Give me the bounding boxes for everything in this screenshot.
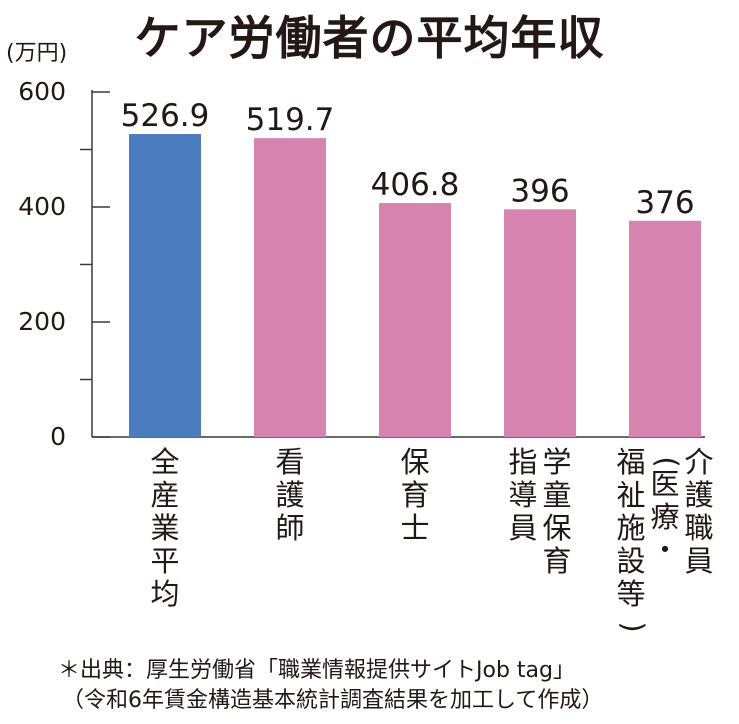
y-tick-label: 200 — [18, 307, 66, 336]
y-axis-unit-label: (万円) — [6, 41, 67, 66]
category-label-char: ・ — [650, 533, 679, 567]
category-label-char: 均 — [150, 577, 179, 611]
category-label-char: ( — [650, 456, 684, 467]
bar — [504, 209, 576, 437]
category-label-char: 設 — [616, 544, 645, 578]
category-label-char: 導 — [508, 478, 537, 512]
category-label-char: 福 — [616, 445, 645, 479]
category-label-char: 育 — [542, 544, 571, 578]
y-tick-label: 600 — [18, 77, 66, 106]
bar-value-label: 396 — [510, 173, 569, 209]
category-label-char: 全 — [150, 445, 179, 479]
category-label-char: 学 — [542, 445, 571, 479]
category-label-char: 指 — [508, 445, 537, 479]
category-label-char: 業 — [150, 511, 179, 545]
category-label-char: 平 — [150, 544, 179, 578]
category-label-char: 療 — [650, 500, 679, 534]
bar-value-label: 406.8 — [371, 167, 460, 203]
y-tick-label: 0 — [50, 422, 66, 451]
category-label-char: 童 — [542, 478, 571, 512]
bar-value-label: 519.7 — [246, 102, 335, 138]
category-label-char: 職 — [684, 511, 713, 545]
y-tick-label: 400 — [18, 192, 66, 221]
category-label-char: 看 — [275, 445, 304, 479]
category-label-char: 産 — [150, 478, 179, 512]
bar — [629, 220, 701, 437]
category-label-char: 等 — [616, 577, 645, 611]
category-label-char: 士 — [400, 511, 429, 545]
category-label-char: 護 — [275, 478, 304, 512]
category-label-char: 施 — [616, 511, 645, 545]
category-label-char: 師 — [275, 511, 304, 545]
chart-title: ケア労働者の平均年収 — [134, 11, 605, 65]
bar-value-label: 376 — [635, 185, 694, 221]
category-label-char: ) — [616, 621, 650, 632]
category-label-char: 保 — [400, 445, 429, 479]
category-label-char: 員 — [684, 544, 713, 578]
category-label-char: 育 — [400, 478, 429, 512]
category-label-char: 医 — [650, 467, 679, 501]
source-note: ＊出典：厚生労働省「職業情報提供サイトJob tag」 — [58, 658, 575, 683]
source-note-detail: （令和6年賃金構造基本統計調査結果を加工して作成） — [62, 688, 604, 713]
bar — [254, 138, 326, 438]
category-label-char: 祉 — [616, 478, 645, 512]
category-label-char: 介 — [684, 445, 713, 479]
category-label-char: 護 — [684, 478, 713, 512]
bar — [129, 134, 201, 437]
category-label-char: 保 — [542, 511, 571, 545]
bar-value-label: 526.9 — [121, 98, 210, 134]
bar — [379, 203, 451, 437]
category-label-char: 員 — [508, 511, 537, 545]
bars — [129, 134, 701, 438]
value-labels: 526.9 519.7 406.8 396 376 — [121, 98, 695, 221]
